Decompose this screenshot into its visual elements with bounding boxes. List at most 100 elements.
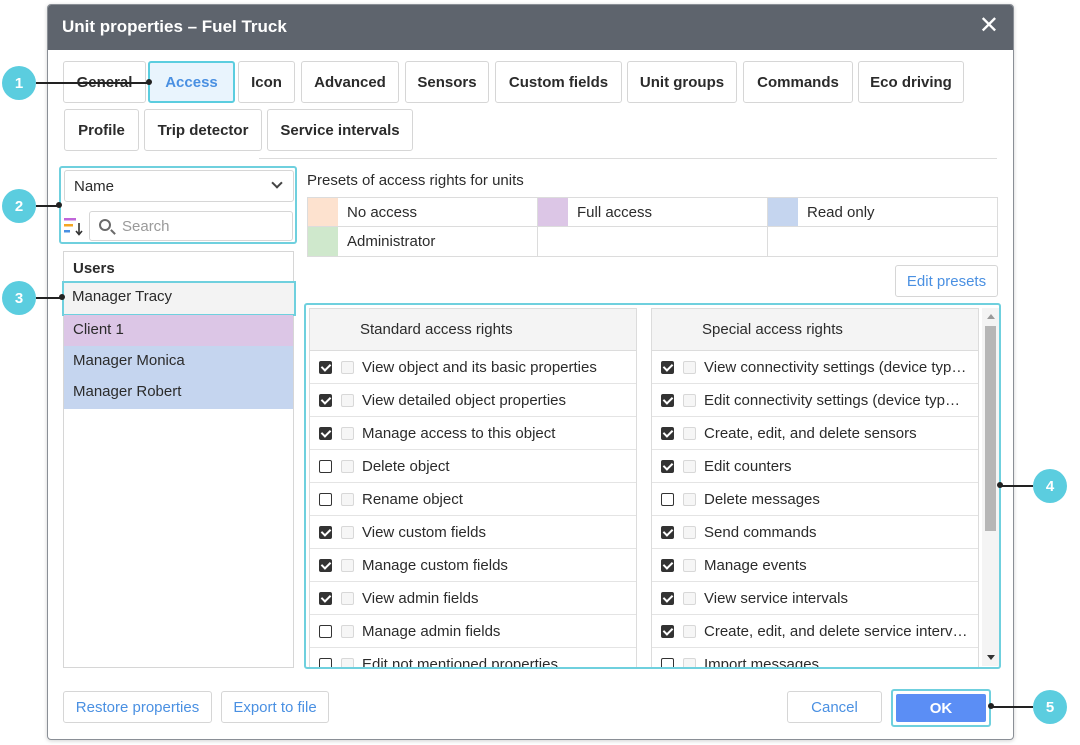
user-item-manager-monica[interactable]: Manager Monica: [64, 346, 293, 378]
search-input[interactable]: [122, 216, 287, 236]
standard-rights-header: Standard access rights: [310, 309, 636, 351]
callout-badge-3: 3: [2, 281, 36, 315]
callout-line: [36, 205, 59, 207]
tab-service-intervals[interactable]: Service intervals: [267, 109, 413, 151]
preset-swatch: [308, 198, 338, 226]
checkbox[interactable]: [319, 460, 332, 473]
preset-swatch: [768, 198, 798, 226]
checkbox[interactable]: [661, 493, 674, 506]
tab-sensors[interactable]: Sensors: [405, 61, 489, 103]
checkbox[interactable]: [319, 526, 332, 539]
checkbox[interactable]: [319, 493, 332, 506]
right-row: View detailed object properties: [310, 384, 636, 417]
checkbox-disabled: [341, 559, 354, 572]
search-field[interactable]: [89, 211, 293, 241]
right-row: Manage custom fields: [310, 549, 636, 582]
right-row: Manage events: [652, 549, 978, 582]
checkbox-disabled: [341, 493, 354, 506]
checkbox-disabled: [683, 625, 696, 638]
checkbox[interactable]: [661, 658, 674, 667]
preset-no-access[interactable]: No access: [308, 198, 538, 227]
right-row: View object and its basic properties: [310, 351, 636, 384]
checkbox-disabled: [683, 427, 696, 440]
scrollbar-thumb[interactable]: [985, 326, 996, 531]
checkbox[interactable]: [319, 427, 332, 440]
checkbox-disabled: [683, 361, 696, 374]
checkbox[interactable]: [319, 361, 332, 374]
checkbox[interactable]: [661, 625, 674, 638]
right-row: Delete object: [310, 450, 636, 483]
tab-commands[interactable]: Commands: [743, 61, 853, 103]
ok-button[interactable]: OK: [896, 694, 986, 722]
restore-properties-button[interactable]: Restore properties: [63, 691, 212, 723]
checkbox-disabled: [341, 394, 354, 407]
ok-highlight: OK: [891, 689, 991, 727]
checkbox[interactable]: [319, 592, 332, 605]
right-row: Create, edit, and delete sensors: [652, 417, 978, 450]
tab-access[interactable]: Access: [148, 61, 235, 103]
tabs-divider: [259, 158, 997, 159]
tab-advanced[interactable]: Advanced: [301, 61, 399, 103]
close-icon[interactable]: ✕: [978, 12, 999, 39]
user-item-manager-robert[interactable]: Manager Robert: [64, 377, 293, 409]
callout-line: [36, 297, 62, 299]
checkbox-disabled: [341, 427, 354, 440]
checkbox-disabled: [341, 361, 354, 374]
presets-table: No access Full access Read only Administ…: [307, 197, 998, 257]
callout-badge-4: 4: [1033, 469, 1067, 503]
checkbox[interactable]: [661, 559, 674, 572]
checkbox[interactable]: [661, 361, 674, 374]
callout-badge-5: 5: [1033, 690, 1067, 724]
export-to-file-button[interactable]: Export to file: [221, 691, 329, 723]
checkbox[interactable]: [661, 394, 674, 407]
checkbox[interactable]: [319, 559, 332, 572]
checkbox[interactable]: [661, 460, 674, 473]
dialog-title: Unit properties – Fuel Truck: [62, 17, 287, 36]
preset-administrator[interactable]: Administrator: [308, 227, 538, 256]
user-list-header: Users: [73, 260, 115, 277]
checkbox[interactable]: [661, 592, 674, 605]
right-row: Edit connectivity settings (device typ…: [652, 384, 978, 417]
scroll-up-icon[interactable]: [987, 314, 995, 319]
tab-icon[interactable]: Icon: [238, 61, 295, 103]
scrollbar[interactable]: [982, 308, 999, 666]
checkbox[interactable]: [319, 658, 332, 667]
checkbox[interactable]: [319, 625, 332, 638]
right-row: View admin fields: [310, 582, 636, 615]
checkbox-disabled: [683, 559, 696, 572]
right-row: Delete messages: [652, 483, 978, 516]
preset-read-only[interactable]: Read only: [768, 198, 997, 227]
cancel-button[interactable]: Cancel: [787, 691, 882, 723]
preset-full-access[interactable]: Full access: [538, 198, 768, 227]
sort-select[interactable]: Name: [64, 170, 294, 202]
right-row: Manage access to this object: [310, 417, 636, 450]
chevron-down-icon: [271, 177, 283, 189]
tab-eco-driving[interactable]: Eco driving: [858, 61, 964, 103]
callout-dot: [988, 703, 994, 709]
user-item-manager-tracy[interactable]: Manager Tracy: [62, 281, 296, 316]
checkbox-disabled: [341, 658, 354, 667]
right-row: View custom fields: [310, 516, 636, 549]
checkbox[interactable]: [319, 394, 332, 407]
sort-select-value: Name: [74, 178, 115, 195]
tab-profile[interactable]: Profile: [64, 109, 139, 151]
access-rights-panel: Standard access rights View object and i…: [304, 303, 1001, 669]
edit-presets-button[interactable]: Edit presets: [895, 265, 998, 297]
checkbox[interactable]: [661, 526, 674, 539]
tab-trip-detector[interactable]: Trip detector: [144, 109, 262, 151]
tab-custom-fields[interactable]: Custom fields: [495, 61, 622, 103]
tab-unit-groups[interactable]: Unit groups: [627, 61, 737, 103]
scroll-down-icon[interactable]: [987, 655, 995, 660]
checkbox-disabled: [341, 460, 354, 473]
checkbox-disabled: [683, 526, 696, 539]
presets-label: Presets of access rights for units: [307, 172, 524, 189]
user-item-client-1[interactable]: Client 1: [64, 315, 293, 347]
dialog-titlebar: Unit properties – Fuel Truck ✕: [48, 5, 1013, 50]
right-row: Edit not mentioned properties: [310, 648, 636, 667]
checkbox-disabled: [683, 658, 696, 667]
checkbox[interactable]: [661, 427, 674, 440]
right-row: Manage admin fields: [310, 615, 636, 648]
callout-line: [1000, 485, 1033, 487]
checkbox-disabled: [683, 592, 696, 605]
sort-order-icon[interactable]: [63, 215, 83, 237]
